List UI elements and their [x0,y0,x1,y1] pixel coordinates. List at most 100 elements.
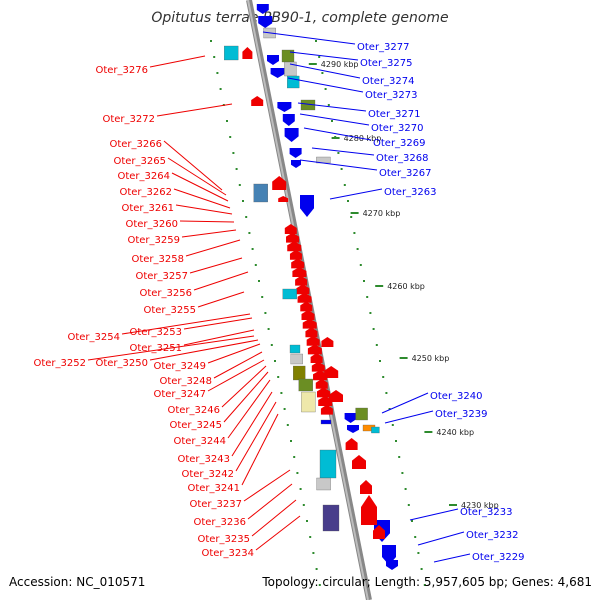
cds-reverse-arrow [291,258,305,269]
guide-dot [404,488,407,490]
guide-dot [343,184,346,186]
reverse-gene-label[interactable]: Oter_3262 [119,187,172,198]
reverse-gene-label[interactable]: Oter_3276 [95,65,148,76]
cds-reverse-arrow [292,267,307,277]
accession-text: Accession: NC_010571 [9,575,146,589]
forward-leader-line [299,113,370,126]
guide-dot [286,424,289,426]
forward-gene-label[interactable]: Oter_3271 [368,109,421,120]
forward-gene-label[interactable]: Oter_3274 [362,76,415,87]
forward-gene-label[interactable]: Oter_3273 [365,90,418,101]
cds-forward-arrow [344,413,357,423]
guide-dot [213,56,216,58]
reverse-gene-label[interactable]: Oter_3251 [129,343,182,354]
guide-dot [395,440,397,442]
reverse-leader-line [243,469,291,502]
reverse-gene-label[interactable]: Oter_3235 [197,534,250,545]
reverse-leader-line [183,317,253,330]
reverse-gene-label[interactable]: Oter_3236 [193,517,246,528]
reverse-gene-label[interactable]: Oter_3234 [201,548,254,559]
position-label: 4250 kbp [412,354,450,363]
forward-gene-label[interactable]: Oter_3268 [376,153,429,164]
reverse-leader-line [87,335,255,361]
reverse-leader-line [189,257,243,274]
cds-reverse-arrow [300,301,313,312]
forward-leader-line [289,63,361,79]
reverse-gene-label[interactable]: Oter_3252 [33,358,86,369]
guide-dot [302,504,305,506]
feature-ring-guides [210,40,426,586]
reverse-gene-label[interactable]: Oter_3243 [177,454,230,465]
reverse-gene-label[interactable]: Oter_3249 [153,361,206,372]
reverse-gene-label[interactable]: Oter_3242 [181,469,234,480]
guide-dot [353,232,356,234]
reverse-gene-label[interactable]: Oter_3264 [117,171,170,182]
cds-reverse-arrow [286,232,300,243]
reverse-gene-label[interactable]: Oter_3258 [131,254,184,265]
guide-dot [318,56,321,58]
guide-dot [299,488,302,490]
cds-forward-arrow [347,425,359,433]
reverse-gene-label[interactable]: Oter_3265 [113,156,166,167]
forward-gene-label[interactable]: Oter_3270 [371,123,424,134]
forward-gene-label[interactable]: Oter_3233 [460,507,513,518]
forward-gene-label[interactable]: Oter_3277 [357,42,410,53]
reverse-gene-label[interactable]: Oter_3253 [129,327,182,338]
guide-dot [398,456,401,458]
reverse-gene-label[interactable]: Oter_3245 [169,420,222,431]
gene-labels[interactable]: Oter_3277 Oter_3275 Oter_3274 Oter_3273 Oter… [33,31,525,563]
guide-dot [372,328,375,330]
reverse-gene-label[interactable]: Oter_3259 [127,235,180,246]
forward-leader-line [329,188,383,200]
cds-reverse-arrow [301,310,315,320]
reverse-leader-line [171,172,229,202]
guide-dot [375,344,378,346]
reverse-gene-label[interactable]: Oter_3272 [102,114,155,125]
reverse-gene-label[interactable]: Oter_3244 [173,436,226,447]
forward-leader-line [289,51,359,61]
guide-dot [226,120,228,122]
guide-dot [267,328,270,330]
cds-reverse-arrow [320,404,333,415]
forward-gene-label[interactable]: Oter_3263 [384,187,437,198]
reverse-leader-line [121,313,251,335]
reverse-gene-label[interactable]: Oter_3250 [95,358,148,369]
cds-reverse-arrow [324,366,339,378]
guide-dot [385,392,388,394]
reverse-gene-label[interactable]: Oter_3247 [153,389,206,400]
reverse-gene-label[interactable]: Oter_3257 [135,271,188,282]
cds-forward-arrow [386,560,398,570]
reverse-gene-label[interactable]: Oter_3260 [125,219,178,230]
cds-reverse-arrow [272,176,287,190]
guide-dot [264,312,267,314]
guide-dot [229,136,232,138]
forward-gene-label[interactable]: Oter_3229 [472,552,525,563]
gene-features [224,4,398,570]
forward-gene-label[interactable]: Oter_3240 [430,391,483,402]
forward-gene-label[interactable]: Oter_3267 [379,168,432,179]
reverse-gene-label[interactable]: Oter_3241 [187,483,240,494]
reverse-gene-label[interactable]: Oter_3254 [67,332,120,343]
reverse-gene-label[interactable]: Oter_3266 [109,139,162,150]
guide-dot [327,104,330,106]
cds-reverse-arrow [373,525,385,539]
reverse-gene-label[interactable]: Oter_3246 [167,405,220,416]
reverse-gene-label[interactable]: Oter_3237 [189,499,242,510]
forward-gene-label[interactable]: Oter_3275 [360,58,413,69]
reverse-gene-label[interactable]: Oter_3248 [159,376,212,387]
reverse-gene-label[interactable]: Oter_3261 [121,203,174,214]
cds-reverse-arrow [295,275,308,286]
cds-reverse-arrow [296,284,310,295]
reverse-gene-label[interactable]: Oter_3256 [139,288,192,299]
guide-dot [248,232,251,234]
cds-reverse-arrow [311,361,325,372]
forward-gene-label[interactable]: Oter_3269 [373,138,426,149]
reverse-leader-line [235,401,277,472]
guide-dot [232,152,235,154]
forward-gene-label[interactable]: Oter_3232 [466,530,519,541]
forward-gene-label[interactable]: Oter_3239 [435,409,488,420]
guide-dot [235,168,238,170]
cds-reverse-arrow [316,387,330,398]
reverse-gene-label[interactable]: Oter_3255 [143,305,196,316]
